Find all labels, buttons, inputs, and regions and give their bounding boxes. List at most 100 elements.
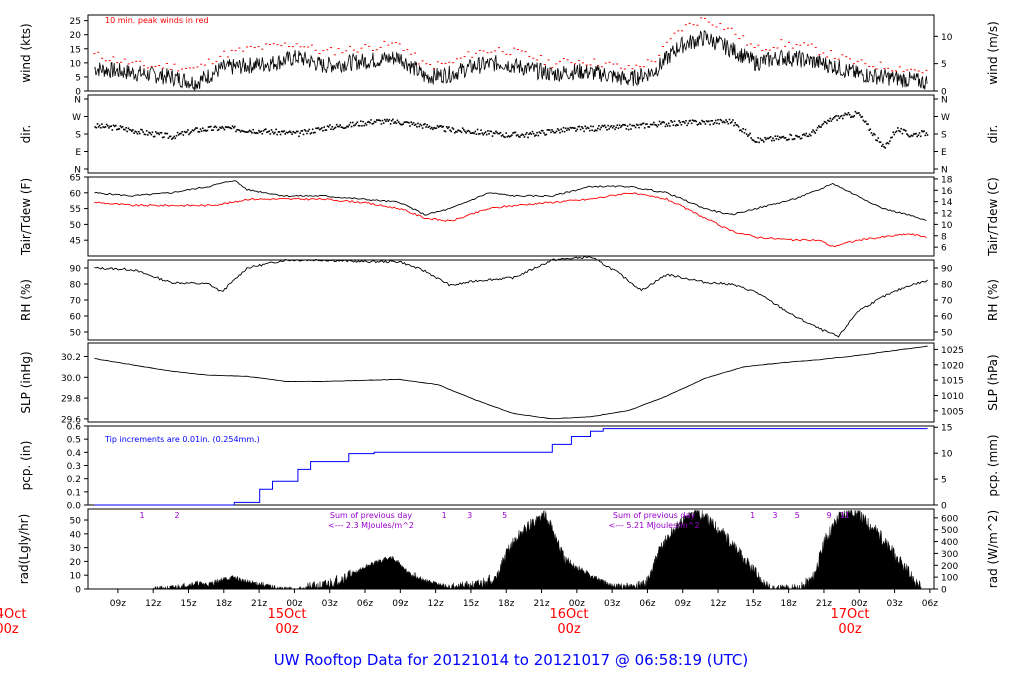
direction-point [700,123,702,125]
direction-point [244,131,246,133]
x-tick-label: 12z [428,599,444,609]
rad-left-tick-label: 40 [70,530,82,540]
peak-wind-point [723,28,726,30]
peak-wind-point [482,50,485,52]
rad-hour-mark: 2 [175,511,180,520]
direction-point [531,130,534,133]
direction-point [656,125,659,128]
peak-wind-point [871,66,874,68]
direction-point [837,115,839,117]
direction-point [363,124,365,127]
dir-right-tick-label: N [941,166,948,176]
direction-point [540,129,543,132]
direction-point [774,135,777,137]
peak-wind-point [288,46,290,47]
direction-point [908,135,910,138]
x-tick-label: 15z [745,599,761,609]
peak-wind-point [402,49,405,51]
direction-point [222,127,225,129]
series-direction-points [94,110,929,149]
direction-point [917,134,920,136]
peak-wind-point [467,51,470,53]
pcp-left-tick-label: 0.1 [67,488,81,498]
direction-point [98,124,101,127]
peak-wind-point [719,23,722,25]
direction-point [814,132,817,134]
direction-point [263,128,266,131]
temp-left-tick-label: 60 [70,189,82,199]
direction-point [373,120,376,123]
direction-point [248,129,251,132]
direction-point [688,120,691,122]
direction-point [735,124,738,126]
direction-point [502,134,504,136]
wind-left-tick-label: 0 [75,88,81,98]
direction-point [519,136,521,138]
direction-point [498,132,501,135]
peak-wind-point [601,66,603,68]
direction-point [731,121,733,123]
direction-point [419,123,422,126]
direction-point [125,127,127,129]
peak-wind-point [127,63,130,65]
direction-point [174,137,177,140]
direction-point [726,120,728,123]
direction-point [507,135,510,137]
panel-frame-0 [87,14,935,92]
direction-point [137,130,140,133]
rad-hour-mark: 9 [826,511,831,520]
x-tick-label: 06z [639,599,655,609]
direction-point [828,120,830,122]
peak-wind-point [295,43,298,45]
dir-right-tick-label: S [941,131,947,141]
peak-wind-point [906,69,909,71]
direction-point [389,123,392,125]
direction-point [645,123,647,125]
peak-wind-point [452,62,455,64]
direction-point [695,120,698,123]
direction-point [211,129,213,131]
peak-wind-point [520,50,523,52]
direction-point [511,134,513,136]
x-date-hour-label: 00z [275,622,299,637]
peak-wind-point [204,64,206,66]
direction-point [719,118,722,121]
direction-point [564,127,567,130]
direction-point [424,123,426,125]
direction-point [337,125,339,128]
direction-point [381,119,384,122]
direction-point [886,142,889,144]
peak-wind-point [761,50,764,51]
direction-point [664,125,667,128]
direction-point [379,119,382,122]
peak-wind-point [654,61,657,63]
direction-point [463,129,465,131]
direction-point [232,126,235,129]
direction-point [127,127,130,129]
direction-point [402,123,404,125]
direction-point [693,120,695,122]
direction-point [95,126,98,129]
direction-point [653,121,655,124]
peak-wind-point [268,44,271,45]
direction-point [208,126,211,128]
peak-wind-point [242,50,245,52]
peak-wind-point [196,66,199,68]
direction-point [885,142,888,145]
peak-wind-point [93,53,96,55]
slp-ylabel-right: SLP (hPa) [986,354,1000,410]
direction-point [362,120,364,123]
direction-point [408,122,410,124]
direction-point [160,132,163,134]
pcp-left-tick-label: 0.6 [67,423,82,433]
direction-point [176,131,179,134]
direction-point [224,126,227,128]
direction-point [758,141,760,144]
direction-point [598,125,600,127]
direction-point [772,137,774,140]
direction-point [881,145,883,147]
direction-point [793,137,796,140]
direction-point [409,125,411,127]
direction-point [682,120,685,123]
